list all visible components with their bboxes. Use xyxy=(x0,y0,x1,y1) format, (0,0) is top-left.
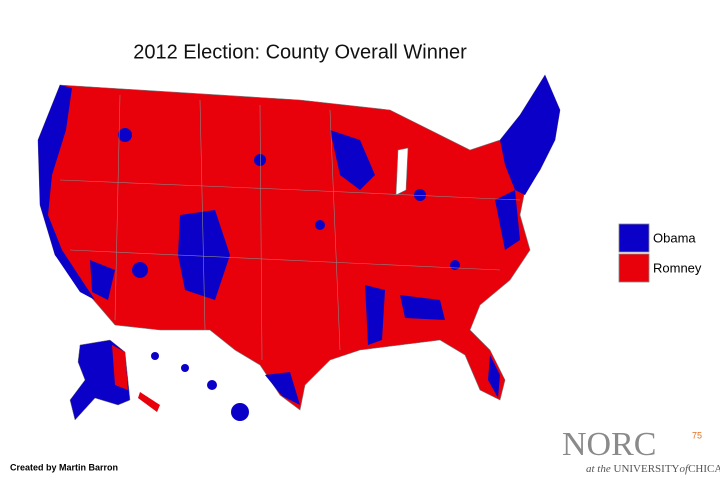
south-florida xyxy=(488,355,500,398)
legend-swatch xyxy=(618,253,650,283)
black-belt xyxy=(400,295,445,320)
mid-atlantic xyxy=(495,190,520,250)
credit: Created by Martin Barron xyxy=(10,462,118,472)
county-cluster xyxy=(414,189,426,201)
lake-michigan xyxy=(395,147,409,196)
upper-midwest xyxy=(330,130,375,190)
county-cluster xyxy=(132,262,148,278)
mississippi-delta xyxy=(365,285,385,345)
hawaii xyxy=(151,352,249,421)
county-cluster xyxy=(315,220,325,230)
map xyxy=(37,74,561,421)
island xyxy=(231,403,249,421)
legend-label: Romney xyxy=(653,260,702,275)
title: 2012 Election: County Overall Winner xyxy=(133,41,467,63)
island xyxy=(181,364,189,372)
county-cluster xyxy=(450,260,460,270)
tagline-of: of xyxy=(680,463,691,475)
legend: Obama Romney xyxy=(618,223,702,283)
south-texas xyxy=(265,372,300,405)
state-borders xyxy=(59,94,521,361)
tagline-prefix: at the xyxy=(586,463,611,475)
logo-name: NORC xyxy=(562,426,656,463)
new-england xyxy=(500,75,560,195)
tagline-university: UNIVERSITY xyxy=(614,463,680,475)
alaska-panhandle xyxy=(138,392,160,412)
nevada xyxy=(90,260,115,300)
island xyxy=(207,380,217,390)
logo-tagline: at the UNIVERSITYofCHICAGO xyxy=(586,463,720,475)
alaska-romney xyxy=(112,345,128,390)
county-cluster xyxy=(118,128,132,142)
county-cluster xyxy=(254,154,266,166)
contiguous-us xyxy=(37,74,561,411)
logo-superscript: 75 xyxy=(692,430,702,440)
obama-counties xyxy=(38,75,560,405)
legend-label: Obama xyxy=(653,230,696,245)
logo: NORC 75 at the UNIVERSITYofCHICAGO xyxy=(562,426,720,475)
legend-swatch xyxy=(618,223,650,253)
tagline-city: CHICAGO xyxy=(688,463,720,475)
southwest xyxy=(178,210,230,300)
west-coast xyxy=(38,85,95,300)
island xyxy=(151,352,159,360)
